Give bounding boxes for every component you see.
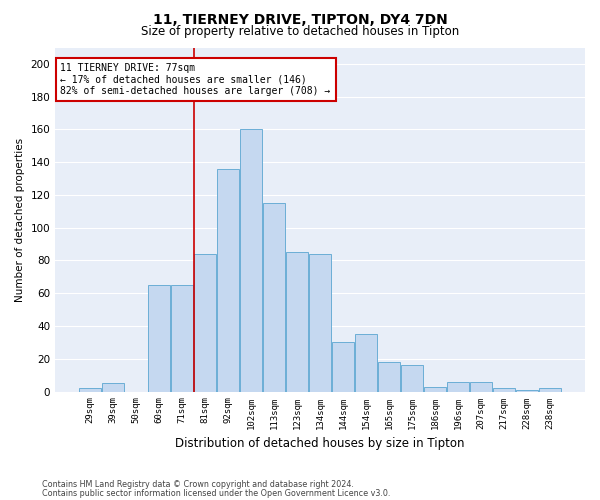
Bar <box>332 342 354 392</box>
Bar <box>194 254 216 392</box>
Text: Contains public sector information licensed under the Open Government Licence v3: Contains public sector information licen… <box>42 488 391 498</box>
Bar <box>378 362 400 392</box>
Bar <box>309 254 331 392</box>
Bar <box>102 384 124 392</box>
Text: 11, TIERNEY DRIVE, TIPTON, DY4 7DN: 11, TIERNEY DRIVE, TIPTON, DY4 7DN <box>152 12 448 26</box>
Bar <box>148 285 170 392</box>
X-axis label: Distribution of detached houses by size in Tipton: Distribution of detached houses by size … <box>175 437 465 450</box>
Bar <box>401 366 423 392</box>
Bar <box>470 382 492 392</box>
Text: Size of property relative to detached houses in Tipton: Size of property relative to detached ho… <box>141 25 459 38</box>
Bar <box>240 130 262 392</box>
Bar <box>539 388 561 392</box>
Bar <box>493 388 515 392</box>
Y-axis label: Number of detached properties: Number of detached properties <box>15 138 25 302</box>
Bar <box>171 285 193 392</box>
Bar <box>286 252 308 392</box>
Bar <box>447 382 469 392</box>
Bar <box>217 168 239 392</box>
Bar <box>424 386 446 392</box>
Bar <box>79 388 101 392</box>
Text: Contains HM Land Registry data © Crown copyright and database right 2024.: Contains HM Land Registry data © Crown c… <box>42 480 354 489</box>
Bar <box>516 390 538 392</box>
Text: 11 TIERNEY DRIVE: 77sqm
← 17% of detached houses are smaller (146)
82% of semi-d: 11 TIERNEY DRIVE: 77sqm ← 17% of detache… <box>61 63 331 96</box>
Bar <box>263 203 285 392</box>
Bar <box>355 334 377 392</box>
